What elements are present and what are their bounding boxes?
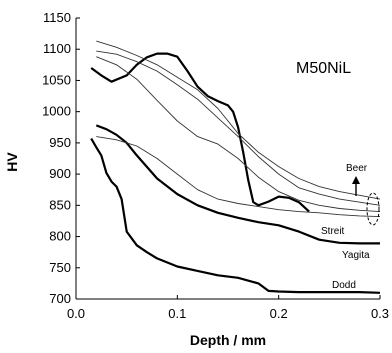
series-line-unlabeled-6: [96, 136, 381, 218]
x-tick-label: 0.2: [270, 306, 288, 321]
y-axis-label: HV: [4, 152, 20, 172]
x-tick-label: 0.1: [168, 306, 186, 321]
series-line-dodd: [90, 137, 381, 294]
series-line-unlabeled-5: [96, 56, 381, 213]
series-line-beer: [96, 40, 381, 200]
y-tick-label: 1000: [42, 104, 71, 119]
plot-area: [90, 40, 381, 294]
beer-group-ellipse: [366, 192, 380, 226]
annotation-yagita: Yagita: [342, 250, 370, 261]
beer-arrow: [352, 176, 360, 196]
y-tick-label: 700: [49, 291, 71, 306]
y-tick-label: 1100: [43, 41, 71, 56]
x-tick-label: 0.0: [67, 306, 85, 321]
y-tick-label: 800: [49, 229, 71, 244]
annotation-beer: Beer: [346, 163, 368, 174]
y-tick-label: 1050: [42, 72, 71, 87]
x-tick-label: 0.3: [371, 306, 389, 321]
series-line-unlabeled-4: [96, 50, 381, 206]
series-line-streit: [90, 52, 310, 213]
y-tick-label: 900: [49, 166, 71, 181]
annotation-dodd: Dodd: [332, 280, 356, 291]
y-tick-label: 950: [49, 135, 71, 150]
y-tick-label: 850: [49, 197, 71, 212]
series-line-yagita: [95, 124, 380, 245]
tick-labels: 700 750 800 850 900 950 1000 1050 1100 1150 0.0 0.1…: [42, 10, 389, 321]
chart-title: M50NiL: [296, 60, 351, 77]
annotation-streit: Streit: [321, 226, 345, 237]
y-tick-label: 1150: [43, 10, 71, 25]
axes: [75, 17, 381, 300]
x-axis-label: Depth / mm: [190, 332, 266, 348]
y-tick-label: 750: [49, 260, 71, 275]
